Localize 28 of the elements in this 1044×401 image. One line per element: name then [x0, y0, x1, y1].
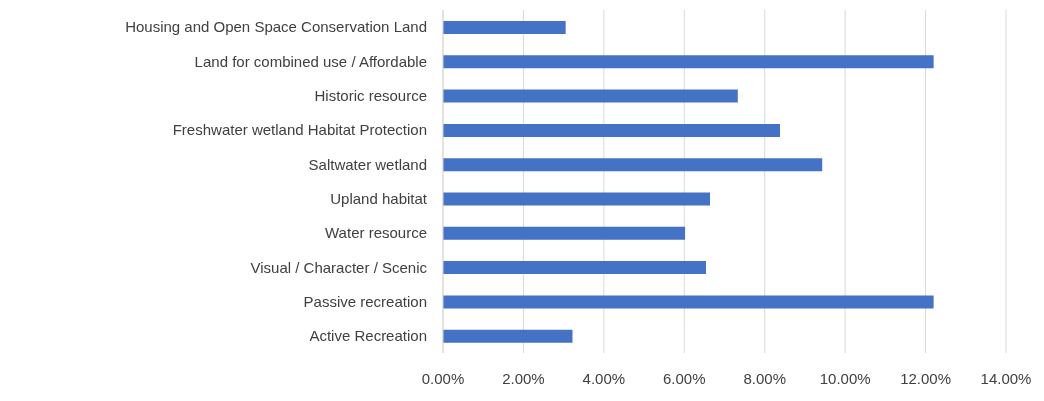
bar [443, 295, 934, 309]
x-tick-label: 2.00% [502, 369, 545, 387]
x-tick-label: 4.00% [582, 369, 626, 387]
bar [443, 89, 738, 103]
y-tick-label: Land for combined use / Affordable [194, 52, 427, 70]
x-tick-label: 0.00% [421, 369, 465, 387]
bar [443, 192, 711, 206]
x-tick-label: 8.00% [743, 369, 786, 387]
bar [443, 226, 686, 240]
y-tick-label: Water resource [325, 224, 427, 242]
y-tick-label: Upland habitat [330, 189, 428, 207]
y-tick-label: Active Recreation [309, 327, 427, 345]
bar [443, 55, 934, 69]
y-tick-label: Freshwater wetland Habitat Protection [172, 121, 427, 139]
bar [443, 158, 823, 172]
y-tick-label: Visual / Character / Scenic [250, 258, 428, 276]
x-tick-label: 6.00% [663, 369, 706, 387]
y-tick-label: Passive recreation [303, 292, 427, 310]
x-tick-label: 12.00% [900, 369, 952, 387]
bar [443, 21, 566, 34]
bar [443, 123, 780, 137]
x-tick-label: 14.00% [980, 369, 1032, 387]
bar [443, 329, 573, 343]
bar [443, 261, 706, 275]
y-tick-label: Saltwater wetland [308, 155, 427, 173]
x-tick-label: 10.00% [819, 369, 871, 387]
y-tick-label: Historic resource [314, 87, 427, 105]
y-tick-label: Housing and Open Space Conservation Land [125, 18, 427, 36]
